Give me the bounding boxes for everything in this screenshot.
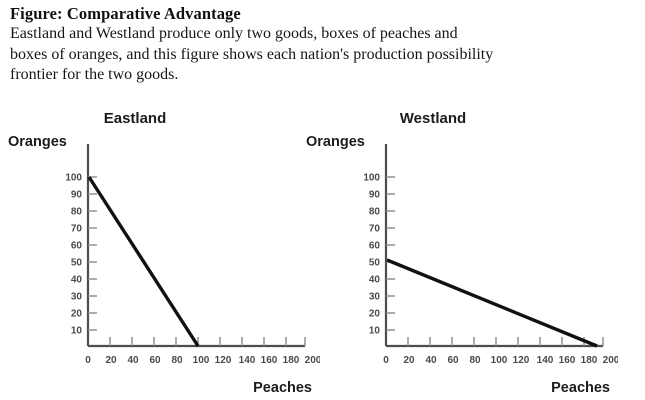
page-title: Figure: Comparative Advantage xyxy=(10,4,241,23)
x-tick-label-40: 40 xyxy=(425,355,437,366)
x-tick-label-60: 60 xyxy=(447,355,459,366)
y-ticks-westland xyxy=(386,176,395,331)
x-ticks-westland xyxy=(407,337,604,346)
y-tick-labels-eastland: 100 90 80 70 60 50 40 30 20 10 xyxy=(65,173,82,337)
x-axis-label-eastland: Peaches xyxy=(253,380,312,396)
y-ticks-eastland xyxy=(88,176,97,331)
y-tick-label-10: 10 xyxy=(71,326,83,337)
x-tick-label-100: 100 xyxy=(491,355,508,366)
y-tick-label-60: 60 xyxy=(71,241,83,252)
figure-description: Eastland and Westland produce only two g… xyxy=(10,24,494,86)
x-tick-label-40: 40 xyxy=(127,355,139,366)
figure-header: Figure: Comparative Advantage Eastland a… xyxy=(10,4,630,86)
y-tick-label-70: 70 xyxy=(71,224,83,235)
y-tick-label-100: 100 xyxy=(363,173,380,184)
x-tick-label-20: 20 xyxy=(105,355,117,366)
y-tick-label-50: 50 xyxy=(71,258,83,269)
y-tick-label-20: 20 xyxy=(71,309,83,320)
y-tick-label-10: 10 xyxy=(369,326,381,337)
x-tick-label-140: 140 xyxy=(239,355,256,366)
y-tick-label-30: 30 xyxy=(71,292,83,303)
y-tick-label-40: 40 xyxy=(71,275,83,286)
x-tick-label-140: 140 xyxy=(537,355,554,366)
x-tick-label-120: 120 xyxy=(215,355,232,366)
ppf-line-westland xyxy=(386,258,598,348)
x-tick-label-80: 80 xyxy=(469,355,481,366)
x-tick-label-0: 0 xyxy=(383,355,389,366)
x-tick-label-20: 20 xyxy=(403,355,415,366)
x-tick-label-100: 100 xyxy=(193,355,210,366)
x-tick-labels-westland: 0 20 40 60 80 100 120 140 160 180 200 xyxy=(383,355,618,366)
y-axis-label-westland: Oranges xyxy=(306,134,365,150)
chart-title-eastland: Eastland xyxy=(103,110,167,127)
ppf-line-eastland xyxy=(87,176,200,347)
description-line-3: frontier for the two goods. xyxy=(10,66,179,83)
y-tick-label-50: 50 xyxy=(369,258,381,269)
y-tick-labels-westland: 100 90 80 70 60 50 40 30 20 10 xyxy=(363,173,380,337)
x-tick-label-0: 0 xyxy=(85,355,91,366)
axes-westland xyxy=(384,144,603,348)
x-tick-label-200: 200 xyxy=(305,355,320,366)
chart-title-westland: Westland xyxy=(399,110,467,127)
y-axis-label-eastland: Oranges xyxy=(8,134,67,150)
x-tick-label-200: 200 xyxy=(603,355,618,366)
y-tick-label-40: 40 xyxy=(369,275,381,286)
x-tick-labels-eastland: 0 20 40 60 80 100 120 140 160 180 200 xyxy=(85,355,320,366)
y-tick-label-80: 80 xyxy=(71,207,83,218)
x-tick-label-160: 160 xyxy=(559,355,576,366)
plot-area-eastland: 100 90 80 70 60 50 40 30 20 10 0 20 40 xyxy=(65,144,320,366)
y-tick-label-100: 100 xyxy=(65,173,82,184)
y-tick-label-90: 90 xyxy=(369,190,381,201)
chart-westland: Westland Oranges Peaches 100 90 80 70 60… xyxy=(300,108,618,400)
y-tick-label-60: 60 xyxy=(369,241,381,252)
y-tick-label-20: 20 xyxy=(369,309,381,320)
plot-area-westland: 100 90 80 70 60 50 40 30 20 10 0 20 40 xyxy=(363,144,618,366)
x-tick-label-180: 180 xyxy=(581,355,598,366)
y-tick-label-30: 30 xyxy=(369,292,381,303)
y-tick-label-90: 90 xyxy=(71,190,83,201)
x-tick-label-80: 80 xyxy=(171,355,183,366)
x-tick-label-180: 180 xyxy=(283,355,300,366)
y-tick-label-80: 80 xyxy=(369,207,381,218)
description-line-1: Eastland and Westland produce only two g… xyxy=(10,25,458,42)
x-tick-label-160: 160 xyxy=(261,355,278,366)
y-tick-label-70: 70 xyxy=(369,224,381,235)
description-line-2: boxes of oranges, and this figure shows … xyxy=(10,45,494,63)
x-tick-label-120: 120 xyxy=(513,355,530,366)
x-ticks-eastland xyxy=(109,337,306,346)
chart-eastland: Eastland Oranges Peaches 100 90 80 70 60… xyxy=(2,108,320,400)
x-axis-label-westland: Peaches xyxy=(551,380,610,396)
axes-eastland xyxy=(86,144,305,348)
x-tick-label-60: 60 xyxy=(149,355,161,366)
